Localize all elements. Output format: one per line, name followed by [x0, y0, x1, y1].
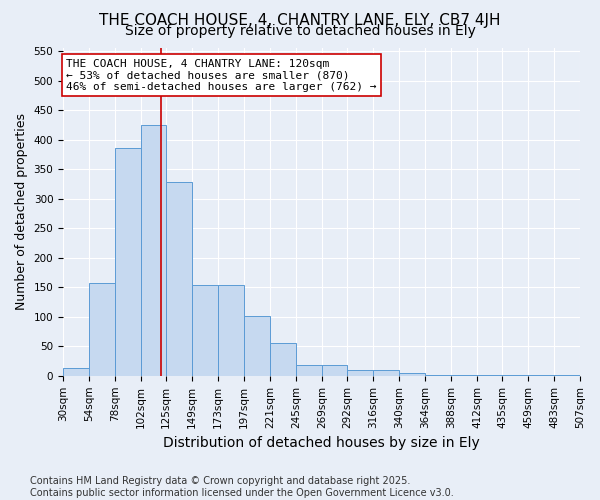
Bar: [89, 283, 115, 376]
Bar: [580, 374, 600, 376]
Bar: [373, 370, 399, 376]
Text: Contains HM Land Registry data © Crown copyright and database right 2025.
Contai: Contains HM Land Registry data © Crown c…: [30, 476, 454, 498]
Bar: [322, 365, 347, 376]
Bar: [425, 374, 451, 376]
Bar: [296, 365, 322, 376]
Bar: [347, 370, 373, 376]
Bar: [477, 375, 502, 376]
Bar: [244, 316, 270, 376]
Bar: [218, 286, 244, 376]
Bar: [528, 374, 554, 376]
Text: THE COACH HOUSE, 4 CHANTRY LANE: 120sqm
← 53% of detached houses are smaller (87: THE COACH HOUSE, 4 CHANTRY LANE: 120sqm …: [66, 58, 377, 92]
Bar: [399, 373, 425, 376]
Bar: [141, 125, 166, 376]
Bar: [451, 374, 477, 376]
Text: Size of property relative to detached houses in Ely: Size of property relative to detached ho…: [125, 24, 475, 38]
Bar: [63, 368, 89, 376]
Bar: [166, 182, 192, 376]
Bar: [115, 148, 141, 376]
Y-axis label: Number of detached properties: Number of detached properties: [15, 114, 28, 310]
X-axis label: Distribution of detached houses by size in Ely: Distribution of detached houses by size …: [163, 436, 480, 450]
Bar: [192, 286, 218, 376]
Bar: [554, 374, 580, 376]
Bar: [502, 375, 528, 376]
Bar: [270, 344, 296, 376]
Text: THE COACH HOUSE, 4, CHANTRY LANE, ELY, CB7 4JH: THE COACH HOUSE, 4, CHANTRY LANE, ELY, C…: [99, 12, 501, 28]
